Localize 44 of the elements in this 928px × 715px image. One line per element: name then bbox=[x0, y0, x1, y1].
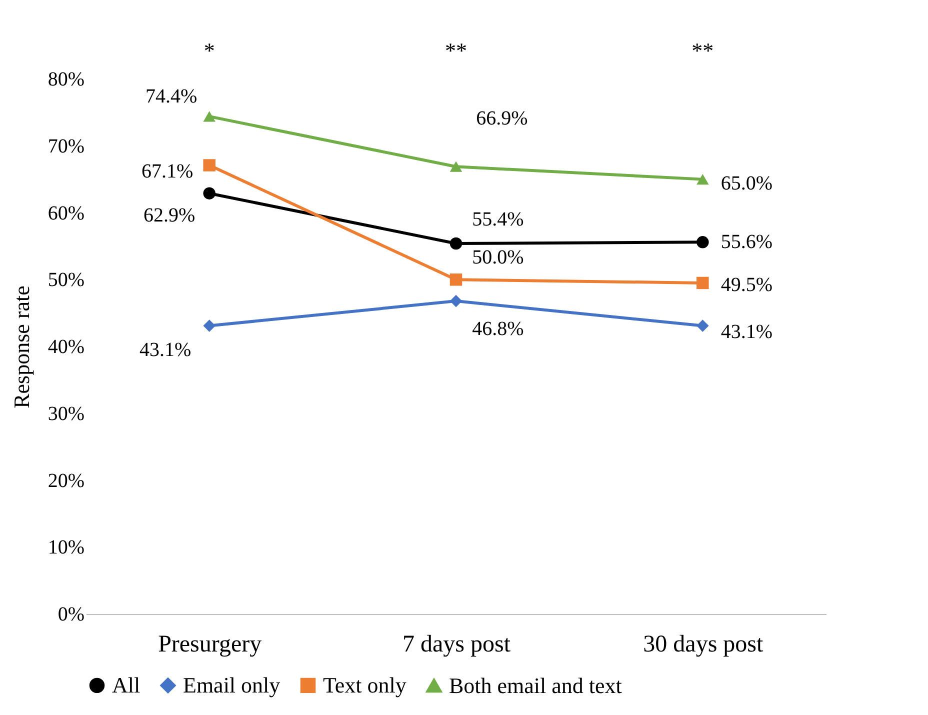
y-tick-label: 80% bbox=[48, 68, 84, 90]
point bbox=[696, 236, 709, 248]
data-label: 46.8% bbox=[472, 318, 524, 340]
data-label: 74.4% bbox=[145, 85, 198, 108]
x-tick-label: Presurgery bbox=[158, 632, 262, 658]
y-tick-label: 10% bbox=[48, 536, 84, 559]
y-tick-label: 70% bbox=[48, 135, 84, 158]
legend-label: Text only bbox=[323, 672, 406, 698]
x-tick-label: 30 days post bbox=[643, 632, 764, 658]
data-label: 55.6% bbox=[720, 231, 773, 254]
point bbox=[203, 111, 216, 122]
legend-label: Both email and text bbox=[449, 672, 622, 698]
y-tick-label: 20% bbox=[48, 470, 84, 492]
point bbox=[203, 187, 216, 200]
text: ** bbox=[692, 38, 714, 63]
legend-label: All bbox=[112, 672, 140, 698]
data-label: 43.1% bbox=[139, 338, 192, 361]
y-tick-label: 30% bbox=[48, 402, 84, 425]
point bbox=[450, 237, 462, 250]
y-tick-label: 40% bbox=[48, 336, 84, 358]
y-axis-title: Response rate bbox=[8, 286, 34, 408]
point bbox=[203, 159, 216, 172]
data-label: 49.5% bbox=[720, 274, 773, 296]
data-label: 55.4% bbox=[472, 208, 524, 231]
y-tick-label: 0% bbox=[58, 604, 84, 626]
x-tick-label: 7 days post bbox=[402, 632, 511, 658]
data-label: 66.9% bbox=[476, 108, 528, 130]
point bbox=[203, 320, 216, 332]
y-tick-label: 60% bbox=[48, 202, 84, 224]
point bbox=[696, 174, 709, 185]
data-label: 50.0% bbox=[472, 246, 524, 269]
point bbox=[450, 274, 462, 286]
text: * bbox=[204, 38, 215, 63]
point bbox=[696, 276, 709, 290]
data-label: 65.0% bbox=[720, 172, 773, 194]
text: ** bbox=[445, 38, 467, 63]
point bbox=[696, 320, 709, 332]
point bbox=[450, 294, 462, 308]
legend-label: Email only bbox=[183, 672, 280, 698]
data-label: 67.1% bbox=[141, 160, 194, 182]
y-tick-label: 50% bbox=[48, 269, 84, 292]
data-label: 43.1% bbox=[720, 320, 773, 343]
point bbox=[450, 161, 462, 172]
data-label: 62.9% bbox=[143, 204, 196, 226]
